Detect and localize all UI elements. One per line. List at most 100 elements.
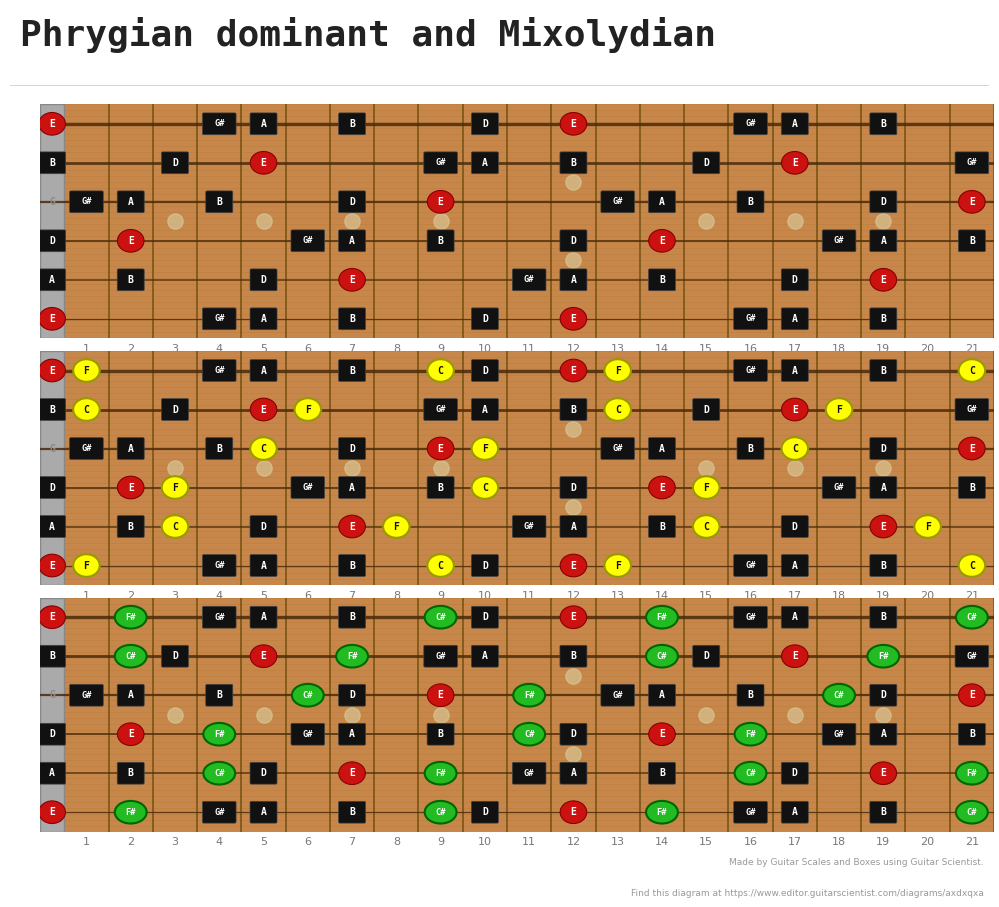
- FancyBboxPatch shape: [737, 437, 764, 460]
- Text: G#: G#: [303, 483, 313, 492]
- FancyBboxPatch shape: [737, 684, 764, 707]
- Text: C: C: [969, 366, 975, 375]
- Text: B: B: [659, 522, 665, 532]
- Text: E: E: [969, 197, 975, 207]
- Text: C#: C#: [967, 613, 977, 621]
- FancyBboxPatch shape: [250, 112, 277, 135]
- FancyBboxPatch shape: [203, 307, 236, 330]
- FancyBboxPatch shape: [39, 645, 66, 668]
- Text: D: D: [570, 729, 576, 739]
- Text: D: D: [261, 522, 267, 532]
- Text: G#: G#: [303, 237, 313, 245]
- Text: E: E: [49, 314, 55, 324]
- Ellipse shape: [383, 515, 410, 538]
- Text: G#: G#: [436, 159, 446, 167]
- Text: G#: G#: [745, 120, 756, 128]
- Ellipse shape: [250, 151, 277, 174]
- Text: G: G: [49, 690, 55, 700]
- Text: D: D: [703, 651, 709, 661]
- FancyBboxPatch shape: [472, 606, 499, 629]
- Ellipse shape: [118, 476, 144, 499]
- Text: B: B: [438, 236, 444, 246]
- Text: D: D: [172, 158, 178, 168]
- FancyBboxPatch shape: [781, 359, 808, 382]
- FancyBboxPatch shape: [781, 268, 808, 291]
- Text: E: E: [880, 522, 886, 532]
- FancyBboxPatch shape: [291, 476, 325, 499]
- FancyBboxPatch shape: [250, 606, 277, 629]
- Text: E: E: [349, 768, 355, 778]
- FancyBboxPatch shape: [958, 723, 985, 746]
- FancyBboxPatch shape: [203, 606, 236, 629]
- FancyBboxPatch shape: [472, 398, 499, 421]
- Ellipse shape: [604, 359, 631, 382]
- Text: F#: F#: [656, 613, 667, 621]
- Ellipse shape: [472, 476, 499, 499]
- FancyBboxPatch shape: [339, 554, 366, 577]
- FancyBboxPatch shape: [39, 268, 66, 291]
- Text: F#: F#: [214, 730, 225, 738]
- Text: C#: C#: [436, 808, 446, 816]
- Ellipse shape: [604, 398, 631, 421]
- Text: F: F: [614, 366, 620, 375]
- FancyBboxPatch shape: [955, 645, 989, 668]
- FancyBboxPatch shape: [70, 190, 103, 213]
- Text: E: E: [49, 561, 55, 571]
- Text: B: B: [969, 236, 975, 246]
- Text: B: B: [880, 314, 886, 324]
- Text: A: A: [349, 236, 355, 246]
- Ellipse shape: [339, 515, 366, 538]
- Ellipse shape: [204, 723, 235, 746]
- Ellipse shape: [560, 801, 586, 824]
- Text: A: A: [128, 197, 134, 207]
- Ellipse shape: [870, 762, 897, 785]
- Ellipse shape: [560, 359, 586, 382]
- Text: B: B: [49, 158, 55, 168]
- Bar: [40, 104, 64, 338]
- Text: E: E: [49, 119, 55, 129]
- FancyBboxPatch shape: [781, 112, 808, 135]
- FancyBboxPatch shape: [117, 190, 144, 213]
- Text: B: B: [349, 807, 355, 817]
- Text: G#: G#: [523, 276, 534, 284]
- FancyBboxPatch shape: [733, 112, 767, 135]
- Text: G#: G#: [745, 808, 756, 816]
- Ellipse shape: [250, 398, 277, 421]
- Text: G#: G#: [436, 652, 446, 660]
- Text: F#: F#: [523, 691, 534, 699]
- Text: F: F: [614, 561, 620, 571]
- FancyBboxPatch shape: [472, 801, 499, 824]
- Ellipse shape: [428, 437, 454, 460]
- Text: D: D: [792, 522, 798, 532]
- Ellipse shape: [781, 398, 808, 421]
- Text: F#: F#: [656, 808, 667, 816]
- FancyBboxPatch shape: [472, 645, 499, 668]
- Ellipse shape: [118, 723, 144, 746]
- Ellipse shape: [73, 359, 100, 382]
- Text: E: E: [659, 236, 665, 246]
- FancyBboxPatch shape: [733, 359, 767, 382]
- Text: G#: G#: [214, 613, 225, 621]
- Text: G#: G#: [214, 808, 225, 816]
- Text: D: D: [703, 405, 709, 414]
- Text: D: D: [570, 483, 576, 493]
- Text: C: C: [172, 522, 178, 532]
- Ellipse shape: [560, 606, 586, 629]
- Ellipse shape: [648, 723, 675, 746]
- Text: B: B: [49, 651, 55, 661]
- Text: C#: C#: [126, 652, 136, 660]
- FancyBboxPatch shape: [870, 359, 897, 382]
- Ellipse shape: [292, 684, 324, 707]
- Text: G#: G#: [214, 120, 225, 128]
- FancyBboxPatch shape: [472, 554, 499, 577]
- Text: G#: G#: [745, 366, 756, 375]
- FancyBboxPatch shape: [870, 307, 897, 330]
- FancyBboxPatch shape: [781, 801, 808, 824]
- Text: E: E: [792, 651, 798, 661]
- Text: E: E: [570, 561, 576, 571]
- FancyBboxPatch shape: [339, 801, 366, 824]
- Ellipse shape: [425, 606, 457, 629]
- Text: E: E: [438, 690, 444, 700]
- Text: B: B: [659, 768, 665, 778]
- FancyBboxPatch shape: [600, 190, 634, 213]
